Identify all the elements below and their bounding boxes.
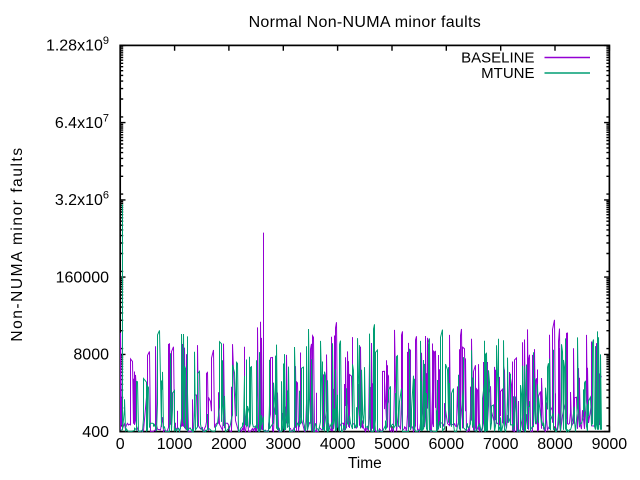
svg-text:2000: 2000 [211,436,247,453]
svg-text:BASELINE: BASELINE [461,50,534,67]
svg-text:Time: Time [348,455,382,472]
svg-text:1.28x109: 1.28x109 [46,35,109,55]
svg-text:1000: 1000 [157,436,193,453]
svg-text:0: 0 [116,436,125,453]
svg-text:3000: 3000 [265,436,301,453]
svg-text:3.2x106: 3.2x106 [55,190,109,210]
svg-text:Non-NUMA minor faults: Non-NUMA minor faults [9,146,26,341]
svg-text:4000: 4000 [320,436,356,453]
svg-text:8000: 8000 [537,436,573,453]
svg-text:5000: 5000 [374,436,410,453]
svg-text:MTUNE: MTUNE [481,65,534,82]
svg-text:160000: 160000 [56,269,109,286]
svg-text:7000: 7000 [483,436,519,453]
svg-text:Normal Non-NUMA minor faults: Normal Non-NUMA minor faults [249,14,481,31]
svg-text:6.4x107: 6.4x107 [55,112,109,132]
svg-text:9000: 9000 [592,436,628,453]
svg-text:400: 400 [82,424,109,441]
svg-text:6000: 6000 [429,436,465,453]
svg-text:8000: 8000 [73,347,109,364]
